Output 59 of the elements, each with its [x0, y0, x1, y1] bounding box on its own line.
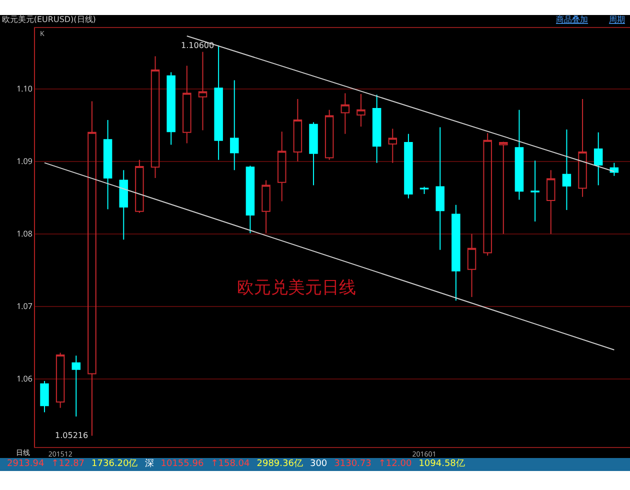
candlestick	[436, 126, 444, 250]
candlestick	[135, 159, 144, 214]
candlestick	[546, 170, 556, 234]
text: 深	[144, 459, 154, 469]
candlestick	[499, 141, 508, 234]
candlestick	[103, 120, 112, 210]
candlestick	[372, 94, 382, 164]
candlestick	[88, 100, 96, 436]
candlestick	[324, 109, 334, 160]
candlestick	[467, 233, 476, 298]
text: 10155.96	[160, 459, 204, 469]
candlestick	[404, 133, 413, 199]
text: 商品叠加	[556, 14, 588, 25]
candlestick	[483, 132, 492, 256]
text: 3130.73	[334, 459, 372, 469]
candlestick	[293, 98, 302, 162]
candlestick	[40, 380, 49, 413]
candlestick	[340, 92, 350, 134]
annotation: 欧元兑美元日线	[237, 278, 356, 298]
candlestick	[514, 109, 524, 200]
candlestick	[72, 355, 81, 418]
candlestick	[262, 180, 270, 234]
text: ↑12.87	[51, 459, 85, 469]
y-tick-label: 1.09	[16, 156, 33, 168]
text: ↑12.00	[378, 459, 412, 469]
annotation: 1.05216	[55, 431, 88, 440]
candlestick	[150, 56, 160, 179]
candlestick	[578, 98, 587, 198]
candlestick	[182, 65, 192, 144]
text: 300	[310, 459, 328, 469]
candlestick	[356, 93, 366, 128]
candlestick	[119, 170, 128, 240]
candlestick	[452, 204, 460, 302]
y-tick-label: 1.08	[16, 228, 33, 240]
candlestick	[388, 128, 398, 164]
candlestick	[230, 80, 239, 171]
candlestick	[610, 162, 619, 176]
text: 周期	[609, 14, 625, 25]
candlestick	[277, 131, 286, 202]
candlestick	[562, 128, 572, 210]
y-tick-label: 1.07	[16, 301, 33, 312]
text: 1094.58亿	[418, 459, 465, 469]
candlestick	[166, 72, 176, 146]
candlestick	[198, 51, 208, 131]
candlestick	[594, 132, 603, 186]
chart-title: 欧元美元(EURUSD)(日线)	[2, 14, 96, 24]
annotation: 1.10600	[181, 41, 214, 50]
candlestick	[420, 186, 429, 195]
candlestick	[56, 352, 65, 408]
candlestick	[246, 165, 255, 234]
y-tick-label: 1.10	[16, 84, 33, 95]
text: ↑158.04	[210, 459, 250, 469]
candlestick	[214, 44, 223, 160]
text: 1736.20亿	[92, 459, 138, 469]
text: 2989.36亿	[256, 459, 303, 469]
y-tick-label: 1.06	[16, 374, 33, 385]
candlestick	[309, 122, 318, 186]
text: 2913.94	[7, 459, 44, 469]
candlestick	[530, 160, 540, 222]
